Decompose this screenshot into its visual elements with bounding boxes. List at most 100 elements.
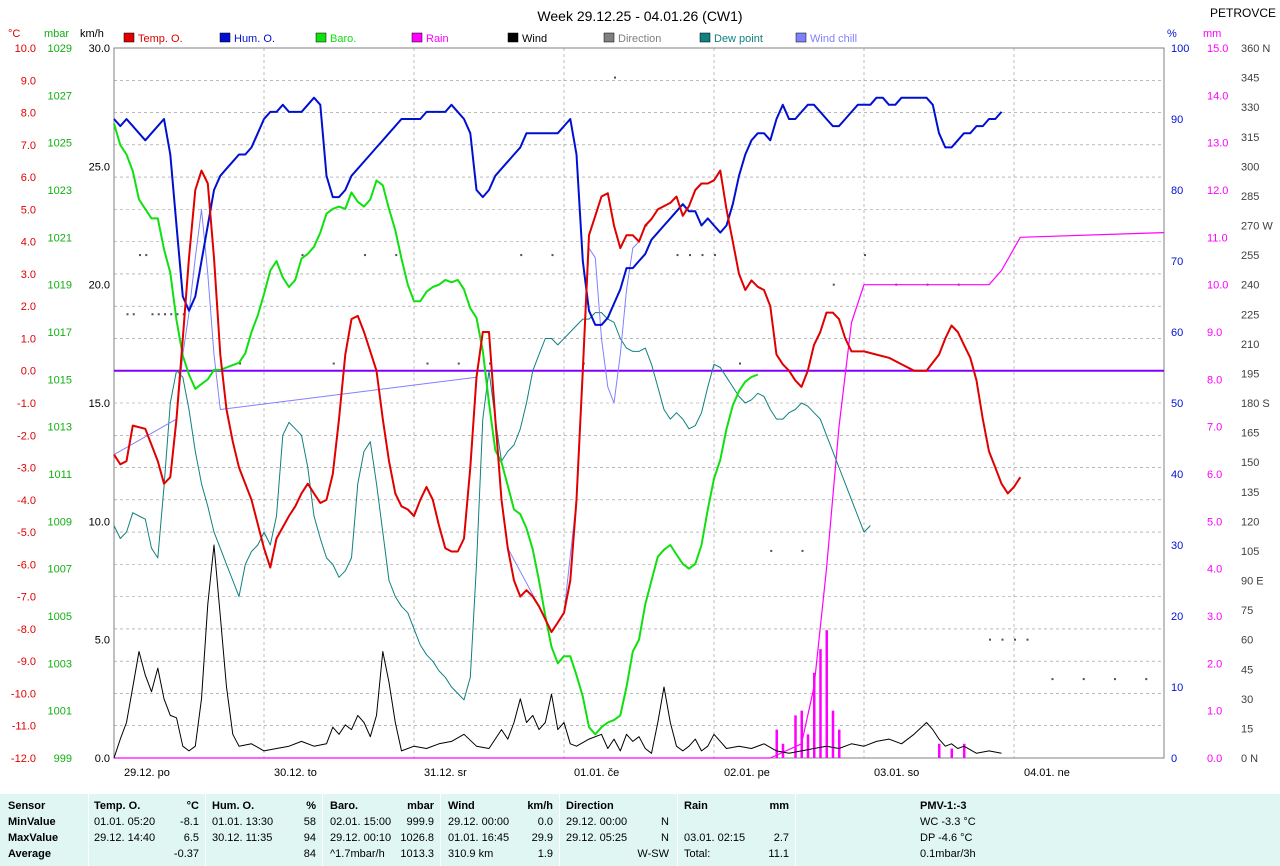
wind-max-time: 01.01. 16:45 [448,832,510,844]
baro-tick-label: 1007 [48,564,72,576]
direction-dot [614,76,616,79]
direction-dot [145,254,148,257]
x-tick-label: 03.01. so [874,767,919,779]
stats-direction: Direction 29.12. 00:00 N 29.12. 05:25 N W-… [560,794,678,866]
stats-baro: Baro. mbar 02.01. 15:00 999.9 29.12. 00:10… [323,794,441,866]
wind-min-time: 29.12. 00:00 [448,816,510,828]
temp-tick-label: 7.0 [21,140,36,152]
baro-trend: ^1.7mbar/h [330,848,385,860]
wind-tick-label: 0.0 [95,753,110,765]
legend-swatch [699,32,711,43]
temp-tick-label: -8.0 [17,624,36,636]
dew-point-line [113,312,871,701]
rain-max-value: 2.7 [773,832,789,844]
temp-tick-label: -4.0 [17,495,36,507]
direction-dot [676,254,679,257]
max-label: MaxValue [8,832,59,844]
direction-dot [1051,678,1054,681]
rain-tick-label: 0.0 [1207,753,1222,765]
hum-tick-label: 10 [1171,682,1183,694]
legend-label: Hum. O. [234,33,275,45]
wind-tick-label: 5.0 [95,635,110,647]
baro-unit: mbar [407,800,434,812]
dir-tick-label: 315 [1241,132,1259,144]
temp-tick-label: -10.0 [11,688,36,700]
direction-dot [701,254,704,257]
legend-swatch [411,32,423,43]
pmv-dew-point: DP -4.6 °C [920,832,973,844]
hum-header: Hum. O. [212,800,255,812]
rain-bar [813,672,816,758]
temp-min-time: 01.01. 05:20 [94,816,156,828]
temp-axis-unit: °C [8,28,20,40]
temp-tick-label: -11.0 [12,721,36,733]
wind-distance: 310.9 km [448,848,494,860]
temp-tick-label: 0.0 [21,366,36,378]
dir-tick-label: 60 [1241,635,1253,647]
dir-tick-label: 150 [1241,457,1259,469]
dir-tick-label: 270 W [1241,221,1273,233]
legend-label: Baro. [330,33,356,45]
chart-title: Week 29.12.25 - 04.01.26 (CW1) [537,8,742,24]
stats-temp: Temp. O. °C 01.01. 05:20 -8.1 29.12. 14:40… [89,794,206,866]
temp-unit: °C [186,800,199,812]
hum-avg-value: 84 [303,848,316,860]
rain-tick-label: 8.0 [1207,374,1222,386]
wind-max-value: 29.9 [531,832,553,844]
dir-tick-label: 360 N [1241,43,1270,55]
temperature-line [113,169,1022,634]
rain-tick-label: 12.0 [1207,185,1228,197]
pmv-header: PMV-1:-3 [920,800,967,812]
direction-dot [157,313,160,316]
rain-total-value: 11.1 [768,848,789,860]
baro-tick-label: 1001 [48,706,72,718]
dir-tick-label: 45 [1241,664,1253,676]
direction-dot [364,254,366,257]
wind-avg-value: 1.9 [537,848,553,860]
plot-area [113,76,1165,759]
baro-tick-label: 1027 [48,90,72,102]
temp-tick-label: 9.0 [21,75,36,87]
baro-tick-label: 1011 [48,469,72,481]
weather-chart: Week 29.12.25 - 04.01.26 (CW1) PETROVCE … [8,6,1276,779]
stats-sensor: Sensor MinValue MaxValue Average [0,794,89,866]
dir-tick-label: 225 [1241,309,1259,321]
rain-tick-label: 9.0 [1207,327,1222,339]
rain-tick-label: 10.0 [1207,280,1228,292]
dir-tick-label: 165 [1241,428,1259,440]
direction-dot [1026,638,1029,641]
rain-max-time: 03.01. 02:15 [684,832,746,844]
direction-dot [332,362,335,365]
wind-tick-label: 30.0 [89,43,110,55]
rain-bar [781,743,785,758]
hum-tick-label: 30 [1171,540,1183,552]
dir-tick-label: 15 [1241,723,1253,735]
baro-tick-label: 1025 [48,138,72,150]
rain-tick-label: 11.0 [1207,232,1228,244]
hum-min-value: 58 [303,816,316,828]
rain-header: Rain [684,800,708,812]
rain-total-label: Total: [684,848,711,860]
rain-tick-label: 3.0 [1207,611,1222,623]
dir-tick-label: 30 [1241,694,1253,706]
legend-swatch [603,32,615,43]
temp-tick-label: 3.0 [21,269,36,281]
direction-dot [714,254,716,257]
hum-tick-label: 70 [1171,256,1183,268]
hum-unit: % [306,800,316,812]
wind-tick-label: 20.0 [89,280,110,292]
baro-tick-label: 1029 [48,43,72,55]
baro-min-value: 999.9 [406,816,434,828]
temp-tick-label: 2.0 [21,301,36,313]
wind-tick-label: 15.0 [89,398,110,410]
dir-tick-label: 105 [1241,546,1259,558]
rain-tick-label: 5.0 [1207,516,1222,528]
hum-tick-label: 40 [1171,469,1183,481]
rain-bar [938,743,941,758]
direction-dot [1001,638,1004,641]
temp-min-value: -8.1 [180,816,199,828]
temp-tick-label: 6.0 [21,172,36,184]
axes: 10.0 9.0 8.0 7.0 6.0 5.0 4.0 3.0 2.0 1.0 0.0 -1.0 -2… [11,43,1273,779]
rain-bar [831,710,835,758]
temp-tick-label: -1.0 [17,398,36,410]
